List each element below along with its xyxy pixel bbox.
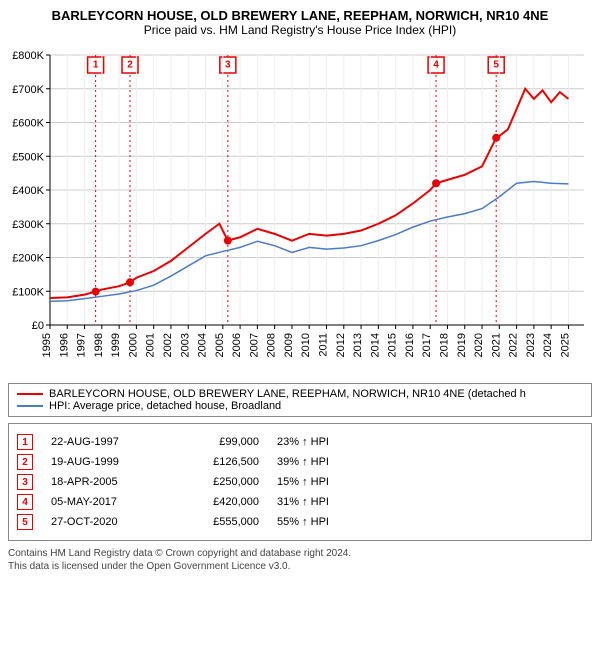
svg-text:2018: 2018 <box>438 333 450 357</box>
page-subtitle: Price paid vs. HM Land Registry's House … <box>8 23 592 37</box>
legend-row: HPI: Average price, detached house, Broa… <box>17 400 583 412</box>
svg-text:1: 1 <box>93 60 99 71</box>
svg-text:1999: 1999 <box>110 333 122 357</box>
svg-text:2004: 2004 <box>197 333 209 357</box>
page-title: BARLEYCORN HOUSE, OLD BREWERY LANE, REEP… <box>8 8 592 23</box>
txn-price: £555,000 <box>179 516 259 528</box>
txn-price: £126,500 <box>179 456 259 468</box>
txn-marker: 3 <box>17 474 33 490</box>
svg-text:£400K: £400K <box>12 185 44 197</box>
table-row: 3 18-APR-2005 £250,000 15% ↑ HPI <box>17 474 583 490</box>
txn-price: £99,000 <box>179 436 259 448</box>
txn-delta: 23% ↑ HPI <box>277 436 367 448</box>
svg-text:£500K: £500K <box>12 151 44 163</box>
svg-text:2: 2 <box>127 60 133 71</box>
txn-delta: 39% ↑ HPI <box>277 456 367 468</box>
svg-text:1998: 1998 <box>93 333 105 357</box>
svg-text:2022: 2022 <box>508 333 520 357</box>
txn-delta: 55% ↑ HPI <box>277 516 367 528</box>
svg-text:2001: 2001 <box>145 333 157 357</box>
table-row: 1 22-AUG-1997 £99,000 23% ↑ HPI <box>17 434 583 450</box>
svg-text:2012: 2012 <box>335 333 347 357</box>
svg-text:3: 3 <box>225 60 231 71</box>
svg-text:2023: 2023 <box>525 333 537 357</box>
txn-date: 27-OCT-2020 <box>51 516 161 528</box>
legend: BARLEYCORN HOUSE, OLD BREWERY LANE, REEP… <box>8 383 592 417</box>
svg-text:2024: 2024 <box>542 333 554 357</box>
svg-text:£700K: £700K <box>12 84 44 96</box>
svg-text:2019: 2019 <box>456 333 468 357</box>
svg-text:2020: 2020 <box>473 333 485 357</box>
svg-text:2009: 2009 <box>283 333 295 357</box>
svg-text:2017: 2017 <box>421 333 433 357</box>
txn-marker: 2 <box>17 454 33 470</box>
txn-delta: 15% ↑ HPI <box>277 476 367 488</box>
table-row: 5 27-OCT-2020 £555,000 55% ↑ HPI <box>17 514 583 530</box>
legend-label: HPI: Average price, detached house, Broa… <box>49 400 281 412</box>
legend-row: BARLEYCORN HOUSE, OLD BREWERY LANE, REEP… <box>17 388 583 400</box>
svg-text:£200K: £200K <box>12 253 44 265</box>
txn-marker: 1 <box>17 434 33 450</box>
svg-text:2025: 2025 <box>559 333 571 357</box>
table-row: 2 19-AUG-1999 £126,500 39% ↑ HPI <box>17 454 583 470</box>
txn-marker: 5 <box>17 514 33 530</box>
svg-text:2002: 2002 <box>162 333 174 357</box>
svg-text:£300K: £300K <box>12 219 44 231</box>
txn-price: £420,000 <box>179 496 259 508</box>
txn-marker: 4 <box>17 494 33 510</box>
svg-text:2015: 2015 <box>387 333 399 357</box>
table-row: 4 05-MAY-2017 £420,000 31% ↑ HPI <box>17 494 583 510</box>
svg-text:1997: 1997 <box>76 333 88 357</box>
svg-text:2000: 2000 <box>127 333 139 357</box>
svg-text:2006: 2006 <box>231 333 243 357</box>
txn-price: £250,000 <box>179 476 259 488</box>
svg-text:1996: 1996 <box>58 333 70 357</box>
svg-text:£100K: £100K <box>12 286 44 298</box>
svg-text:5: 5 <box>493 60 499 71</box>
footnote-line: This data is licensed under the Open Gov… <box>8 560 592 573</box>
svg-text:2007: 2007 <box>248 333 260 357</box>
txn-date: 05-MAY-2017 <box>51 496 161 508</box>
transaction-table: 1 22-AUG-1997 £99,000 23% ↑ HPI 2 19-AUG-1999… <box>8 423 592 541</box>
price-chart: £0 £100K £200K £300K £400K £500K £600K £700K £80… <box>8 45 592 375</box>
legend-swatch <box>17 405 43 407</box>
footnote: Contains HM Land Registry data © Crown c… <box>8 547 592 573</box>
txn-date: 22-AUG-1997 <box>51 436 161 448</box>
txn-delta: 31% ↑ HPI <box>277 496 367 508</box>
legend-label: BARLEYCORN HOUSE, OLD BREWERY LANE, REEP… <box>49 388 526 400</box>
svg-text:2011: 2011 <box>318 333 330 357</box>
svg-text:£0: £0 <box>32 320 44 332</box>
svg-text:£600K: £600K <box>12 118 44 130</box>
legend-swatch <box>17 393 43 395</box>
svg-text:2005: 2005 <box>214 333 226 357</box>
svg-text:1995: 1995 <box>41 333 53 357</box>
svg-text:2014: 2014 <box>369 333 381 357</box>
txn-date: 18-APR-2005 <box>51 476 161 488</box>
svg-text:2016: 2016 <box>404 333 416 357</box>
svg-text:2003: 2003 <box>179 333 191 357</box>
svg-text:2021: 2021 <box>490 333 502 357</box>
svg-text:2008: 2008 <box>266 333 278 357</box>
footnote-line: Contains HM Land Registry data © Crown c… <box>8 547 592 560</box>
svg-text:4: 4 <box>433 60 439 71</box>
txn-date: 19-AUG-1999 <box>51 456 161 468</box>
svg-text:£800K: £800K <box>12 50 44 62</box>
svg-text:2010: 2010 <box>300 333 312 357</box>
svg-text:2013: 2013 <box>352 333 364 357</box>
